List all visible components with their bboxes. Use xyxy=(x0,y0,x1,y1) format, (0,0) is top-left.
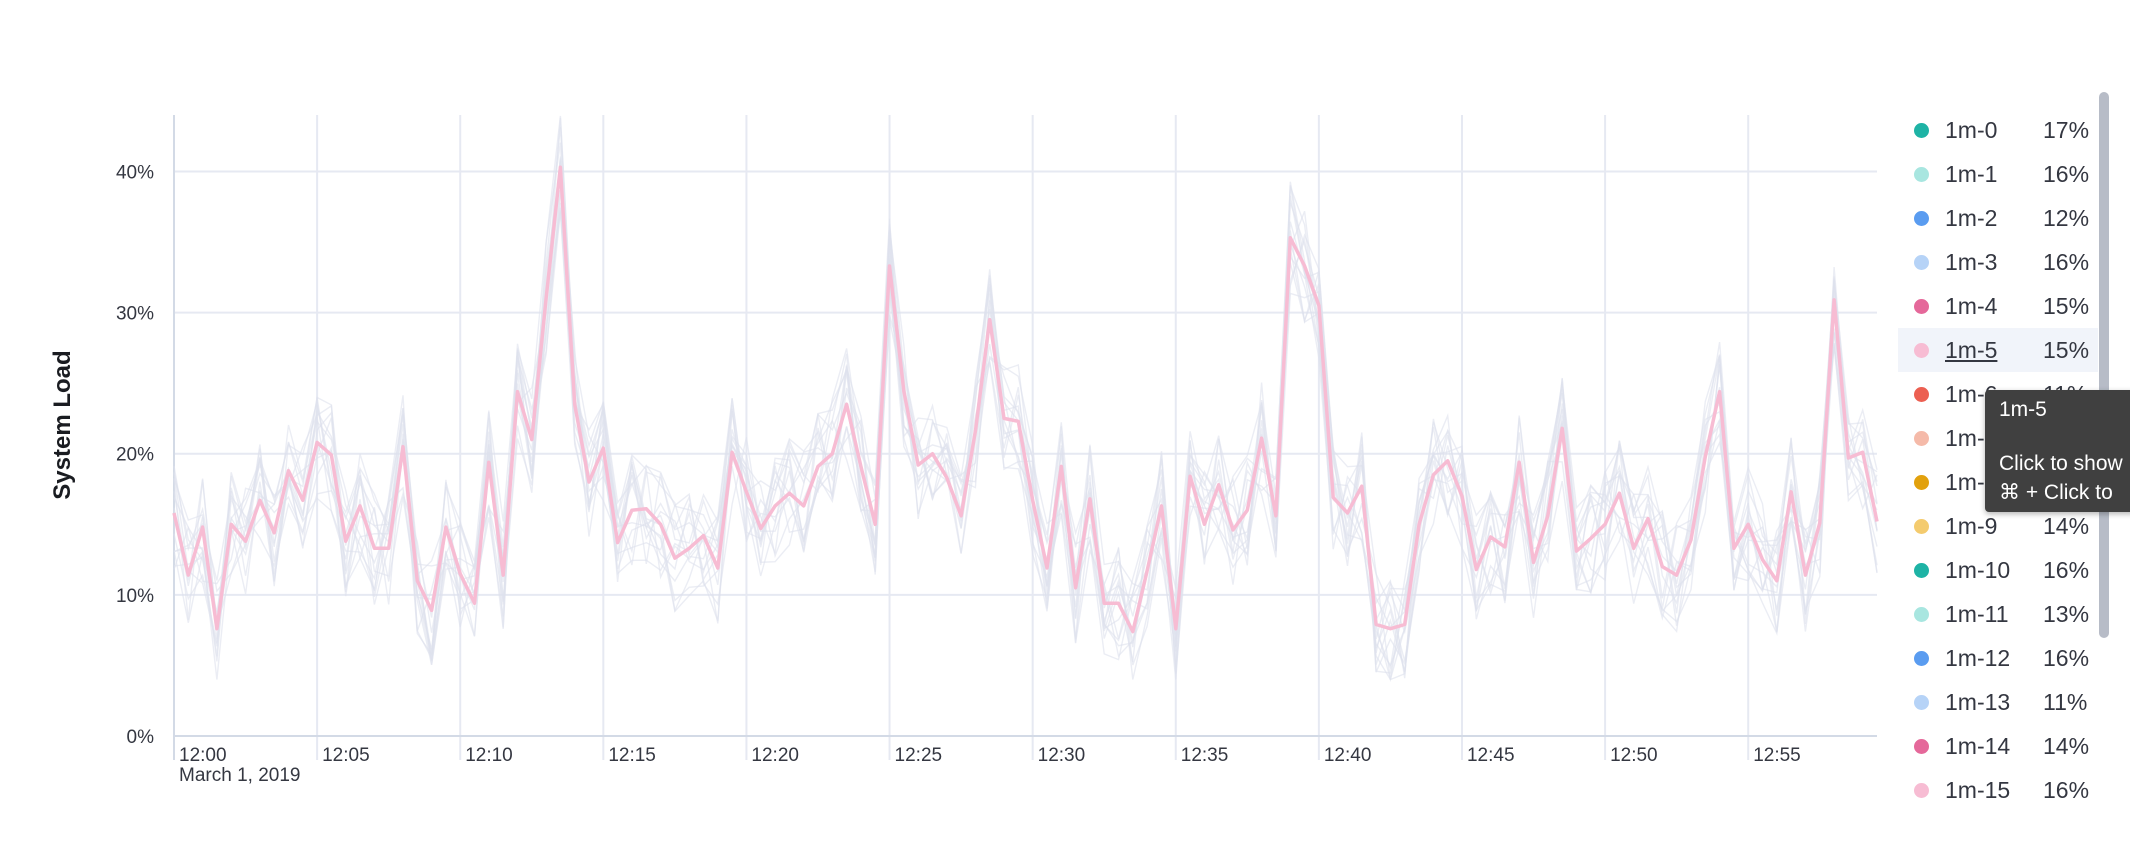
legend-item-value: 12% xyxy=(2043,204,2090,231)
legend-item[interactable]: 1m-12 16% xyxy=(1898,636,2098,680)
legend-color-dot-icon xyxy=(1914,738,1929,754)
y-tick-label: 20% xyxy=(116,445,154,466)
legend: 1m-0 17% 1m-1 16% 1m-2 12% 1m-3 16% 1m-4 15% 1m-5 1… xyxy=(1898,108,2098,812)
series-line-1m-9 xyxy=(173,117,1878,675)
legend-item-label: 1m-5 xyxy=(1945,336,1998,363)
series-line-1m-6 xyxy=(173,181,1878,662)
x-tick-label: 12:25 xyxy=(895,745,943,766)
legend-item-value: 15% xyxy=(2043,292,2090,319)
tooltip-hint-cmd: ⌘ + Click to xyxy=(1999,481,2113,504)
legend-item[interactable]: 1m-15 16% xyxy=(1898,768,2098,812)
legend-item-value: 16% xyxy=(2043,160,2090,187)
x-tick-label: 12:05 xyxy=(322,745,370,766)
x-tick-label: 12:20 xyxy=(751,745,799,766)
legend-item-value: 15% xyxy=(2043,336,2090,363)
legend-item-value: 11% xyxy=(2043,688,2088,715)
x-date-label: March 1, 2019 xyxy=(179,765,300,786)
series-line-1m-13 xyxy=(173,211,1878,671)
x-tick-label: 12:50 xyxy=(1610,745,1658,766)
legend-color-dot-icon xyxy=(1914,650,1929,666)
legend-scrollbar[interactable] xyxy=(2099,92,2109,638)
legend-color-dot-icon xyxy=(1914,342,1929,358)
legend-item[interactable]: 1m-14 14% xyxy=(1898,724,2098,768)
series-line-1m-15 xyxy=(173,142,1878,667)
legend-item[interactable]: 1m-9 14% xyxy=(1898,504,2098,548)
legend-color-dot-icon xyxy=(1914,518,1929,534)
legend-item-label: 1m-13 xyxy=(1945,688,2011,715)
legend-item[interactable]: 1m-4 15% xyxy=(1898,284,2098,328)
x-tick-label: 12:45 xyxy=(1467,745,1515,766)
x-tick-label: 12:35 xyxy=(1181,745,1229,766)
legend-color-dot-icon xyxy=(1914,606,1929,622)
legend-item-value: 17% xyxy=(2043,116,2090,143)
legend-item-label: 1m-10 xyxy=(1945,556,2011,583)
legend-item[interactable]: 1m-2 12% xyxy=(1898,196,2098,240)
series-line-1m-12 xyxy=(173,185,1878,681)
legend-item[interactable]: 1m-5 15% xyxy=(1898,328,2098,372)
legend-item[interactable]: 1m-3 16% xyxy=(1898,240,2098,284)
legend-color-dot-icon xyxy=(1914,166,1929,182)
legend-color-dot-icon xyxy=(1914,210,1929,226)
legend-item[interactable]: 1m-13 11% xyxy=(1898,680,2098,724)
legend-color-dot-icon xyxy=(1914,474,1929,490)
legend-color-dot-icon xyxy=(1914,122,1929,138)
legend-item-label: 1m-12 xyxy=(1945,644,2011,671)
x-tick-label: 12:55 xyxy=(1753,745,1801,766)
tooltip-hint-show: Click to show xyxy=(1999,452,2123,475)
legend-item[interactable]: 1m-10 16% xyxy=(1898,548,2098,592)
legend-color-dot-icon xyxy=(1914,694,1929,710)
x-tick-label: 12:40 xyxy=(1324,745,1372,766)
y-axis-title: System Load xyxy=(49,350,76,500)
legend-item-label: 1m-9 xyxy=(1945,512,1998,539)
legend-color-dot-icon xyxy=(1914,430,1929,446)
series-line-1m-2 xyxy=(173,167,1878,663)
y-tick-label: 10% xyxy=(116,586,154,607)
legend-item-value: 16% xyxy=(2043,248,2090,275)
y-tick-label: 30% xyxy=(116,304,154,325)
legend-item-value: 13% xyxy=(2043,600,2090,627)
series-line-1m-7 xyxy=(173,190,1878,674)
legend-tooltip: 1m-5 Click to show ⌘ + Click to xyxy=(1985,390,2130,512)
legend-color-dot-icon xyxy=(1914,386,1929,402)
tooltip-title: 1m-5 xyxy=(1999,398,2047,421)
legend-item-label: 1m-0 xyxy=(1945,116,1998,143)
legend-item-label: 1m-15 xyxy=(1945,776,2011,803)
legend-item[interactable]: 1m-0 17% xyxy=(1898,108,2098,152)
legend-item-label: 1m-4 xyxy=(1945,292,1998,319)
legend-color-dot-icon xyxy=(1914,254,1929,270)
legend-item-label: 1m-14 xyxy=(1945,732,2011,759)
legend-item-label: 1m-11 xyxy=(1945,600,2009,627)
x-tick-label: 12:30 xyxy=(1038,745,1086,766)
legend-color-dot-icon xyxy=(1914,562,1929,578)
x-tick-label: 12:10 xyxy=(465,745,513,766)
series-line-1m-14 xyxy=(173,202,1878,680)
legend-item[interactable]: 1m-11 13% xyxy=(1898,592,2098,636)
legend-item-label: 1m-2 xyxy=(1945,204,1998,231)
legend-item-value: 14% xyxy=(2043,732,2090,759)
series-line-1m-5 xyxy=(172,165,1879,634)
legend-item-value: 14% xyxy=(2043,512,2090,539)
legend-item[interactable]: 1m-1 16% xyxy=(1898,152,2098,196)
x-tick-label: 12:15 xyxy=(608,745,656,766)
legend-item-value: 16% xyxy=(2043,556,2090,583)
y-tick-label: 40% xyxy=(116,162,154,183)
legend-item-label: 1m-3 xyxy=(1945,248,1998,275)
y-tick-label: 0% xyxy=(127,727,155,748)
series-line-1m-11 xyxy=(173,156,1878,679)
legend-item-value: 16% xyxy=(2043,644,2090,671)
legend-color-dot-icon xyxy=(1914,782,1929,798)
legend-item-label: 1m-1 xyxy=(1945,160,1998,187)
x-tick-label: 12:00 xyxy=(179,745,227,766)
legend-color-dot-icon xyxy=(1914,298,1929,314)
legend-item-value: 16% xyxy=(2043,776,2090,803)
